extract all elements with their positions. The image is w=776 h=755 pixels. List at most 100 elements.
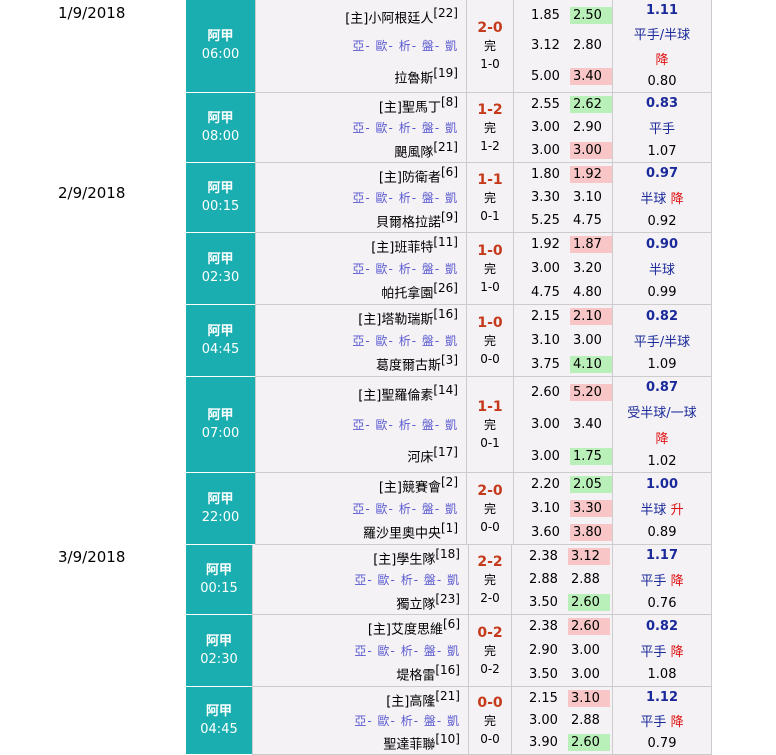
handicap-bottom: 0.79 — [647, 736, 677, 751]
analysis-links[interactable]: 亞- 歐- 析- 盤- 凱 — [352, 333, 458, 348]
handicap-move: 降 — [670, 191, 684, 207]
final-score[interactable]: 2-0 — [477, 20, 503, 36]
home-rank: [18] — [435, 546, 460, 561]
league-cell[interactable]: 阿甲 04:45 — [186, 305, 255, 377]
league-name: 阿甲 — [207, 29, 234, 44]
match-row[interactable]: 阿甲 04:45 [主]高隆[21] 亞- 歐- 析- 盤- 凱 聖達菲聯[10… — [186, 687, 712, 755]
away-team[interactable]: 聖達菲聯 — [383, 737, 436, 753]
analysis-links[interactable]: 亞- 歐- 析- 盤- 凱 — [354, 713, 460, 728]
league-name: 阿甲 — [205, 562, 232, 578]
score-cell: 2-2 完 2-0 — [468, 545, 511, 615]
home-team[interactable]: [主]艾度思維 — [367, 622, 443, 638]
odds-current: 1.92 — [570, 166, 612, 183]
away-team[interactable]: 河床 — [407, 450, 434, 466]
final-score[interactable]: 1-0 — [477, 242, 503, 259]
match-status: 完 — [483, 120, 496, 135]
match-row[interactable]: 阿甲 07:00 [主]聖羅倫素[14] 亞- 歐- 析- 盤- 凱 河床[17… — [186, 377, 712, 473]
match-row[interactable]: 阿甲 22:00 [主]競賽會[2] 亞- 歐- 析- 盤- 凱 羅沙里奧中央[… — [186, 473, 712, 545]
league-cell[interactable]: 阿甲 22:00 — [186, 473, 255, 545]
home-team[interactable]: [主]小阿根廷人 — [345, 11, 434, 27]
odds-open: 3.30 — [531, 190, 560, 205]
away-team[interactable]: 拉魯斯 — [394, 71, 434, 87]
final-score[interactable]: 0-2 — [477, 624, 503, 641]
match-row[interactable]: 阿甲 02:30 [主]班菲特[11] 亞- 歐- 析- 盤- 凱 帕托拿園[2… — [186, 233, 712, 305]
final-score[interactable]: 2-2 — [477, 553, 503, 570]
away-rank: [16] — [435, 663, 460, 678]
analysis-links[interactable]: 亞- 歐- 析- 盤- 凱 — [354, 643, 460, 658]
odds-line: 3.00 3.40 — [514, 416, 612, 433]
score-cell: 0-0 完 0-0 — [468, 687, 511, 755]
analysis-links[interactable]: 亞- 歐- 析- 盤- 凱 — [352, 191, 458, 205]
match-time: 07:00 — [201, 425, 240, 441]
final-score[interactable]: 1-1 — [477, 398, 503, 415]
home-team[interactable]: [主]防衛者 — [378, 170, 441, 186]
league-cell[interactable]: 阿甲 04:45 — [186, 687, 252, 755]
match-row[interactable]: 阿甲 02:30 [主]艾度思維[6] 亞- 歐- 析- 盤- 凱 堤格雷[16… — [186, 615, 712, 687]
home-rank: [16] — [433, 307, 458, 322]
handicap-bottom: 0.92 — [647, 213, 677, 229]
odds-open: 3.75 — [531, 356, 560, 372]
home-rank: [6] — [441, 164, 458, 179]
league-cell[interactable]: 阿甲 06:00 — [186, 0, 255, 93]
analysis-links[interactable]: 亞- 歐- 析- 盤- 凱 — [352, 261, 458, 276]
home-team[interactable]: [主]競賽會 — [378, 480, 441, 496]
analysis-links[interactable]: 亞- 歐- 析- 盤- 凱 — [352, 121, 458, 135]
odds-line: 5.25 4.75 — [514, 212, 612, 229]
analysis-links[interactable]: 亞- 歐- 析- 盤- 凱 — [354, 573, 460, 587]
handicap-move: 降 — [670, 573, 684, 589]
analysis-links[interactable]: 亞- 歐- 析- 盤- 凱 — [352, 39, 458, 54]
final-score[interactable]: 1-0 — [477, 314, 503, 331]
final-score[interactable]: 0-0 — [477, 694, 503, 711]
league-cell[interactable]: 阿甲 07:00 — [186, 377, 255, 473]
handicap-line: 半球 — [648, 262, 675, 278]
analysis-links[interactable]: 亞- 歐- 析- 盤- 凱 — [352, 501, 458, 516]
match-row[interactable]: 阿甲 00:15 [主]防衛者[6] 亞- 歐- 析- 盤- 凱 貝爾格拉諾[9… — [186, 163, 712, 233]
final-score[interactable]: 1-1 — [477, 171, 503, 188]
final-score[interactable]: 1-2 — [477, 101, 503, 118]
match-row[interactable]: 阿甲 08:00 [主]聖馬丁[8] 亞- 歐- 析- 盤- 凱 颶風隊[21]… — [186, 93, 712, 163]
league-cell[interactable]: 阿甲 02:30 — [186, 615, 252, 687]
league-cell[interactable]: 阿甲 08:00 — [186, 93, 255, 163]
home-team[interactable]: [主]塔勒瑞斯 — [358, 312, 434, 328]
away-team[interactable]: 獨立隊 — [396, 597, 436, 613]
handicap-bottom: 1.08 — [647, 667, 677, 683]
match-row[interactable]: 阿甲 04:45 [主]塔勒瑞斯[16] 亞- 歐- 析- 盤- 凱 葛度爾古斯… — [186, 305, 712, 377]
match-time: 04:45 — [201, 341, 240, 357]
home-team[interactable]: [主]聖馬丁 — [378, 100, 441, 116]
home-team[interactable]: [主]高隆 — [386, 693, 436, 709]
odds-open: 3.90 — [529, 735, 558, 751]
away-team[interactable]: 羅沙里奧中央 — [362, 526, 441, 542]
match-row[interactable]: 阿甲 00:15 [主]學生隊[18] 亞- 歐- 析- 盤- 凱 獨立隊[23… — [186, 545, 712, 615]
match-status: 完 — [483, 572, 496, 587]
home-rank: [6] — [443, 617, 460, 632]
away-team[interactable]: 葛度爾古斯 — [375, 358, 441, 374]
league-cell[interactable]: 阿甲 00:15 — [186, 163, 255, 233]
away-team[interactable]: 颶風隊 — [394, 145, 434, 161]
match-time: 04:45 — [200, 721, 238, 737]
odds-current: 2.90 — [573, 120, 602, 135]
away-team[interactable]: 帕托拿園 — [381, 286, 434, 302]
odds-current: 5.20 — [570, 384, 612, 402]
handicap-value: 1.12 — [645, 690, 679, 705]
league-cell[interactable]: 阿甲 00:15 — [186, 545, 252, 615]
odds-current: 2.88 — [571, 712, 600, 728]
handicap-bottom: 0.80 — [647, 74, 677, 89]
league-name: 阿甲 — [207, 323, 234, 339]
final-score[interactable]: 2-0 — [477, 482, 503, 499]
analysis-links[interactable]: 亞- 歐- 析- 盤- 凱 — [352, 417, 458, 432]
away-team[interactable]: 貝爾格拉諾 — [375, 215, 441, 231]
odds-current: 3.00 — [570, 142, 612, 159]
home-team[interactable]: [主]學生隊 — [373, 552, 436, 568]
odds-cell: 2.60 5.20 3.00 3.40 3.00 1.75 — [513, 377, 612, 473]
home-team[interactable]: [主]班菲特 — [371, 240, 434, 256]
odds-line: 2.60 5.20 — [514, 384, 612, 402]
league-cell[interactable]: 阿甲 02:30 — [186, 233, 255, 305]
odds-open: 3.60 — [531, 524, 560, 540]
half-time-score: 2-0 — [480, 590, 500, 605]
away-team[interactable]: 堤格雷 — [396, 668, 436, 684]
home-team[interactable]: [主]聖羅倫素 — [358, 388, 434, 404]
match-row[interactable]: 阿甲 06:00 [主]小阿根廷人[22] 亞- 歐- 析- 盤- 凱 拉魯斯[… — [186, 0, 712, 93]
odds-current: 2.05 — [570, 476, 612, 494]
match-status: 完 — [483, 190, 496, 205]
odds-cell: 2.38 3.12 2.88 2.88 3.50 2.60 — [511, 545, 612, 615]
